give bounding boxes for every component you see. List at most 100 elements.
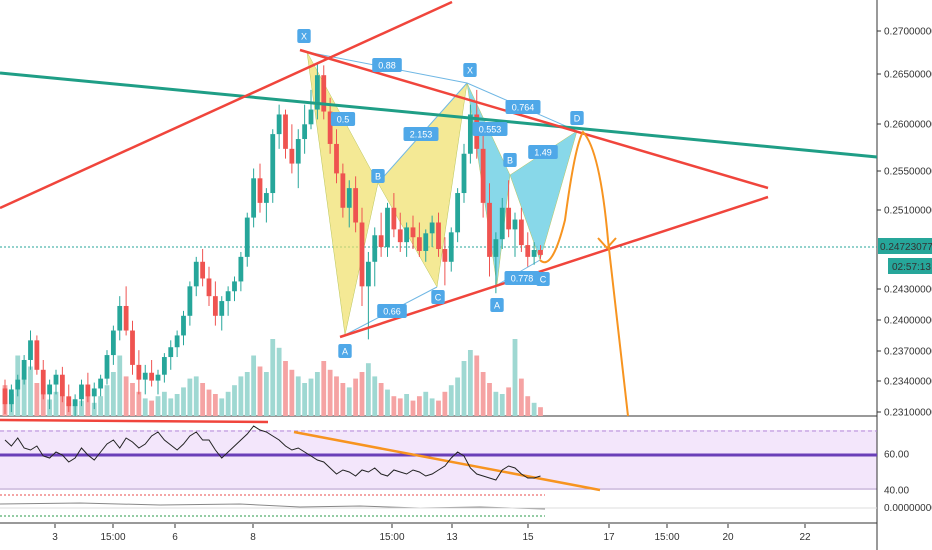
candle-body bbox=[283, 114, 288, 149]
current-price-tag bbox=[878, 238, 932, 254]
time-tick-label: 13 bbox=[446, 532, 458, 543]
time-tick-label: 15:00 bbox=[379, 532, 404, 543]
volume-bar bbox=[404, 394, 410, 416]
rsi-polyline bbox=[4, 425, 541, 481]
price-tick-label: 0.25100000 bbox=[884, 206, 932, 217]
volume-bar bbox=[525, 396, 531, 416]
volume-bar bbox=[79, 400, 84, 416]
volume-bar bbox=[238, 376, 244, 416]
trend-lines bbox=[0, 0, 878, 492]
candle-body bbox=[346, 188, 352, 208]
candle-body bbox=[155, 374, 161, 381]
volume-bar bbox=[346, 387, 352, 416]
volume-bar bbox=[327, 369, 333, 416]
orange-arrow-head bbox=[597, 237, 617, 250]
volume-bar bbox=[136, 391, 142, 416]
oscillator-tick-label: 40.00 bbox=[884, 486, 909, 497]
time-tick-label: 15 bbox=[522, 532, 534, 543]
point-label-bg bbox=[297, 29, 311, 43]
candle-body bbox=[276, 114, 282, 135]
volume-bar bbox=[487, 383, 492, 416]
volume-bar bbox=[40, 394, 46, 416]
volume-bar bbox=[142, 398, 148, 416]
orange-rsi-trendline bbox=[293, 430, 601, 492]
candle-body bbox=[59, 374, 65, 397]
ratio-label: 0.5 bbox=[337, 115, 350, 125]
ratio-label-bg bbox=[372, 58, 402, 72]
candle-body bbox=[442, 249, 448, 262]
volume-bar bbox=[391, 396, 397, 416]
red-triangle-upper bbox=[299, 48, 769, 190]
volume-bar bbox=[423, 391, 429, 416]
point-label: C bbox=[435, 293, 442, 303]
candle-body bbox=[15, 379, 21, 390]
candle-body bbox=[538, 249, 543, 255]
candle-body bbox=[263, 193, 269, 203]
volume-bar bbox=[512, 339, 518, 416]
volume-bar bbox=[270, 339, 276, 416]
candle-body bbox=[512, 219, 518, 230]
candle-body bbox=[2, 388, 8, 405]
volume-bar bbox=[429, 398, 435, 416]
price-tick-label: 0.27000000 bbox=[884, 27, 932, 38]
candle-body bbox=[149, 372, 155, 381]
volume-bar bbox=[257, 366, 263, 416]
candle-body bbox=[110, 330, 116, 356]
point-label-bg bbox=[371, 169, 385, 183]
volume-bar bbox=[499, 394, 505, 416]
volume-bar bbox=[34, 383, 40, 416]
point-label: X bbox=[467, 66, 473, 76]
rsi-line bbox=[4, 425, 541, 481]
candle-body bbox=[47, 384, 53, 395]
candle-body bbox=[334, 143, 339, 174]
volume-bar bbox=[295, 376, 301, 416]
volume-bar bbox=[289, 369, 295, 416]
volume-bar bbox=[91, 402, 97, 416]
candle-body bbox=[321, 75, 327, 112]
volume-bar bbox=[385, 389, 390, 416]
volume-bar bbox=[334, 376, 339, 416]
ratio-label-bg bbox=[472, 122, 508, 136]
candle-body bbox=[168, 347, 174, 358]
candle-body bbox=[378, 235, 384, 248]
candle-body bbox=[238, 256, 244, 282]
price-tick-label: 0.23400000 bbox=[884, 377, 932, 388]
candle-body bbox=[423, 233, 429, 251]
volume-bar bbox=[455, 377, 461, 416]
volume-bar bbox=[283, 361, 288, 416]
candle-body bbox=[295, 139, 301, 164]
volume-bar bbox=[442, 391, 448, 416]
candle-body bbox=[28, 340, 33, 360]
price-tick-label: 0.24300000 bbox=[884, 285, 932, 296]
candle-body bbox=[187, 286, 193, 316]
candle-body bbox=[397, 229, 403, 243]
volume-bar bbox=[448, 385, 454, 416]
red-triangle-lower bbox=[339, 195, 769, 339]
volume-bar bbox=[232, 385, 237, 416]
volume-bar bbox=[365, 363, 371, 416]
candle-body bbox=[206, 278, 212, 297]
candle-body bbox=[136, 364, 142, 380]
volume-bar bbox=[353, 378, 359, 416]
candle-body bbox=[289, 148, 295, 164]
candle-body bbox=[340, 173, 346, 208]
candle-body bbox=[416, 237, 422, 251]
candle-body bbox=[359, 222, 365, 287]
volume-bar bbox=[149, 400, 155, 416]
volume-bar bbox=[59, 396, 65, 416]
price-axis: 0.27000000 0.26500000 0.26000000 0.25500000… bbox=[877, 27, 932, 514]
point-label: C bbox=[540, 275, 547, 285]
time-tick-label: 15:00 bbox=[100, 532, 125, 543]
ratio-label: 0.66 bbox=[383, 307, 401, 317]
ratio-label-bg bbox=[377, 304, 407, 318]
volume-bar bbox=[28, 366, 33, 416]
volume-bar bbox=[181, 387, 186, 416]
point-label-bg bbox=[431, 290, 445, 304]
candle-body bbox=[40, 369, 46, 395]
ratio-label: 2.153 bbox=[410, 130, 433, 140]
osc-axis-spacer bbox=[878, 446, 932, 462]
candle-body bbox=[455, 193, 461, 233]
candle-body bbox=[53, 374, 59, 385]
point-label-bg bbox=[338, 344, 352, 358]
current-price-value: 0.24723077 bbox=[880, 242, 932, 253]
